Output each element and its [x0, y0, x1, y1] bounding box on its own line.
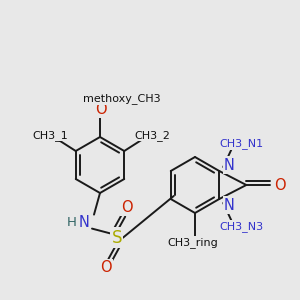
Text: CH3_1: CH3_1	[32, 130, 68, 141]
Text: S: S	[112, 229, 122, 247]
Text: H: H	[67, 216, 77, 229]
Text: CH3_ring: CH3_ring	[168, 237, 218, 248]
Text: N: N	[79, 215, 89, 230]
Text: CH3_N1: CH3_N1	[219, 138, 263, 149]
Text: CH3_N3: CH3_N3	[219, 221, 263, 232]
Text: methoxy_CH3: methoxy_CH3	[83, 93, 160, 104]
Text: O: O	[274, 178, 286, 193]
Text: CH3_2: CH3_2	[134, 130, 170, 141]
Text: O: O	[95, 102, 107, 117]
Text: N: N	[224, 197, 235, 212]
Text: N: N	[224, 158, 235, 172]
Text: O: O	[122, 200, 133, 215]
Text: O: O	[100, 260, 112, 275]
